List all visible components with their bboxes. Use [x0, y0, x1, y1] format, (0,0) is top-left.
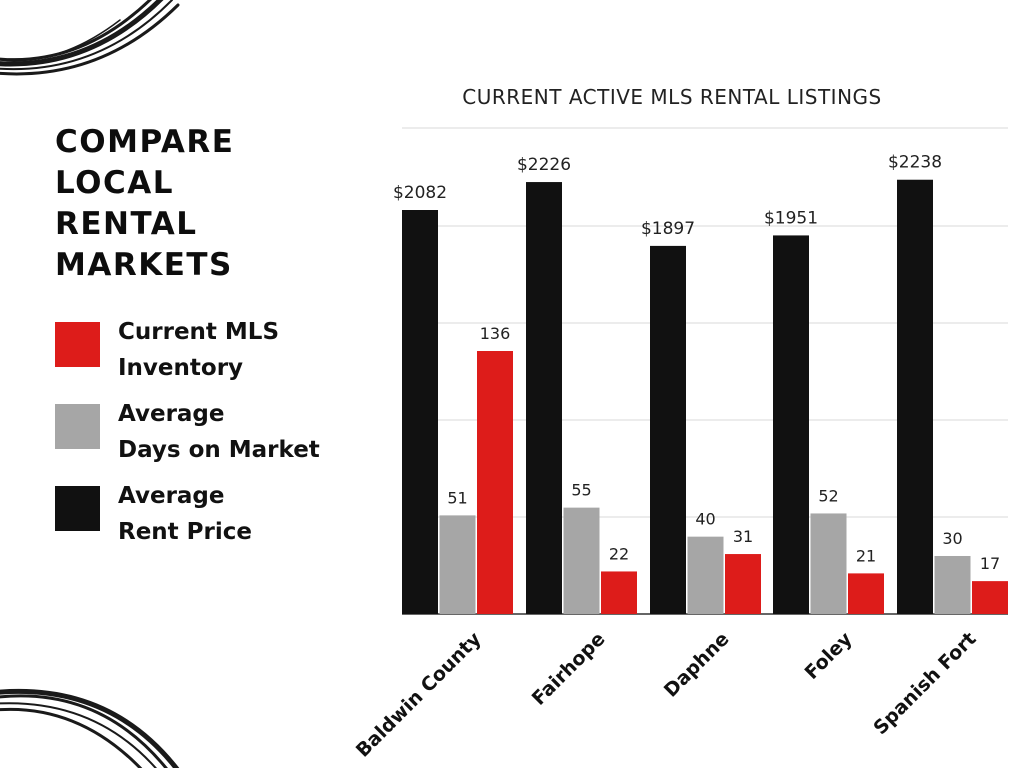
legend-label-days-on-market: Average Days on Market	[118, 396, 348, 468]
bar-current-mls-inventory	[725, 554, 761, 614]
decorative-swirl-top	[0, 0, 180, 76]
data-label: $2238	[888, 153, 942, 173]
data-label: 55	[571, 481, 591, 500]
bar-current-mls-inventory	[972, 581, 1008, 614]
data-label: $2226	[517, 155, 571, 175]
data-label: $1951	[764, 208, 818, 228]
headline-line-2: LOCAL	[55, 165, 174, 201]
legend-label-line: Days on Market	[118, 437, 320, 463]
data-labels: $2082 51 136 $2226 55 22 $1897 40 31 $1951 52 21 $22…	[393, 153, 1000, 573]
data-label: 52	[818, 486, 838, 505]
data-label: 30	[942, 529, 962, 548]
legend-label-line: Average	[118, 401, 225, 427]
bar-average-days-on-market	[687, 536, 724, 614]
legend-label-line: Current MLS	[118, 319, 280, 345]
bar-average-days-on-market	[563, 507, 600, 614]
bar-average-rent-price	[773, 235, 809, 614]
headline-line-3: RENTAL	[55, 206, 198, 242]
bar-current-mls-inventory	[848, 573, 884, 614]
bar-average-rent-price	[897, 179, 933, 614]
data-label: 22	[609, 544, 629, 563]
bar-average-days-on-market	[810, 513, 847, 614]
chart-title: CURRENT ACTIVE MLS RENTAL LISTINGS	[462, 85, 881, 109]
decorative-swirl-bottom	[0, 688, 180, 768]
legend-label-rent-price: Average Rent Price	[118, 478, 348, 550]
data-label: 51	[447, 488, 467, 507]
bar-average-rent-price	[402, 210, 438, 614]
data-label: $1897	[641, 219, 695, 239]
bar-average-days-on-market	[439, 515, 476, 614]
headline-line-4: MARKETS	[55, 247, 233, 283]
data-label: 40	[695, 510, 715, 529]
category-label: Daphne	[660, 628, 734, 702]
legend-swatch-days-on-market	[55, 404, 100, 449]
page-headline: COMPARE LOCAL RENTAL MARKETS	[55, 122, 234, 286]
bar-average-rent-price	[650, 245, 686, 614]
category-label: Foley	[801, 628, 857, 684]
legend-label-line: Inventory	[118, 355, 244, 381]
data-label: 31	[733, 527, 753, 546]
data-label: $2082	[393, 183, 447, 203]
bar-average-days-on-market	[934, 555, 971, 614]
bar-current-mls-inventory	[477, 351, 513, 614]
legend-swatch-rent-price	[55, 486, 100, 531]
data-label: 136	[480, 324, 511, 343]
bars	[402, 179, 1008, 615]
headline-line-1: COMPARE	[55, 124, 235, 160]
data-label: 21	[856, 546, 876, 565]
data-label: 17	[980, 554, 1000, 573]
legend-label-line: Average	[118, 483, 225, 509]
category-label: Baldwin County	[352, 628, 486, 762]
bar-current-mls-inventory	[601, 571, 637, 614]
legend-swatch-inventory	[55, 322, 100, 367]
legend-label-line: Rent Price	[118, 519, 253, 545]
category-labels: Baldwin County Fairhope Daphne Foley Spanish…	[352, 628, 981, 762]
legend-label-inventory: Current MLS Inventory	[118, 314, 348, 386]
category-label: Fairhope	[528, 628, 610, 710]
bar-average-rent-price	[526, 182, 562, 615]
category-label: Spanish Fort	[869, 628, 980, 739]
